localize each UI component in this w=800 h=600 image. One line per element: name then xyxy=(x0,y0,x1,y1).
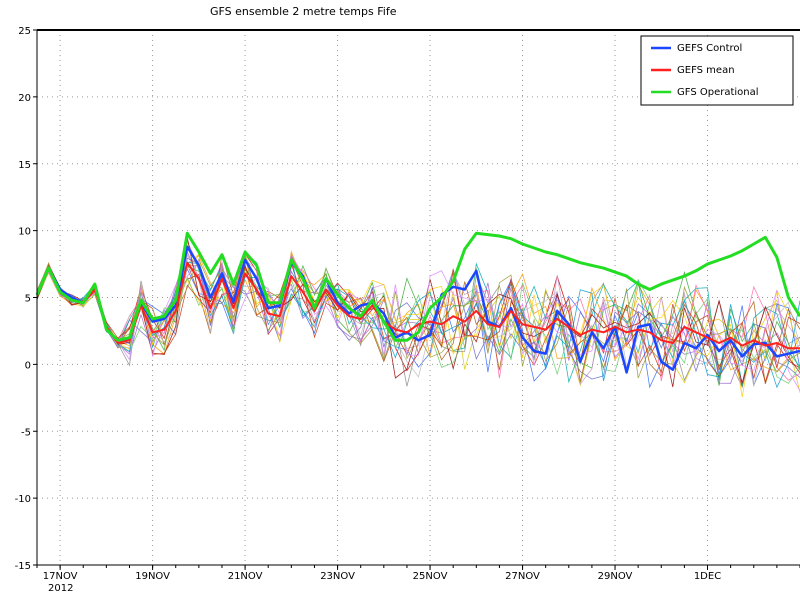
ensemble-member-line xyxy=(36,262,800,387)
y-tick-label: 10 xyxy=(18,227,31,238)
x-tick-label: 19NOV xyxy=(135,571,170,582)
x-tick-label: 17NOV xyxy=(43,571,78,582)
x-tick-label: 23NOV xyxy=(320,571,355,582)
y-tick-label: -5 xyxy=(21,427,31,438)
x-tick-label: 27NOV xyxy=(505,571,540,582)
y-tick-label: 25 xyxy=(18,26,31,37)
x-tick-label: 1DEC xyxy=(694,571,721,582)
ensemble-member-line xyxy=(36,255,800,389)
y-tick-label: 5 xyxy=(25,294,31,305)
chart-title: GFS ensemble 2 metre temps Fife xyxy=(210,5,397,18)
y-tick-label: -15 xyxy=(15,561,31,572)
ensemble-member-line xyxy=(36,264,800,386)
series-lines xyxy=(35,231,800,374)
gefs-mean-line xyxy=(36,261,800,350)
y-tick-label: 20 xyxy=(18,93,31,104)
x-year-label: 2012 xyxy=(48,583,73,594)
y-ticks: -15 -10 -5 0 5 10 15 20 25 xyxy=(15,26,37,572)
legend-label: GEFS Control xyxy=(677,43,742,54)
legend-label: GEFS mean xyxy=(677,65,735,76)
x-tick-label: 25NOV xyxy=(413,571,448,582)
y-tick-label: -10 xyxy=(15,494,31,505)
x-tick-label: 21NOV xyxy=(228,571,263,582)
ensemble-member-line xyxy=(36,253,800,384)
legend: GEFS Control GEFS mean GFS Operational xyxy=(640,35,794,106)
x-ticks: 17NOV 19NOV 21NOV 23NOV 25NOV 27NOV 29NOV 1DEC xyxy=(36,565,800,582)
gefs-control-line xyxy=(35,245,800,374)
ensemble-member-line xyxy=(36,253,800,383)
ensemble-member-line xyxy=(36,239,800,386)
y-tick-label: 0 xyxy=(25,360,31,371)
gfs-operational-line xyxy=(35,231,800,342)
legend-label: GFS Operational xyxy=(677,87,759,98)
ensemble-member-line xyxy=(36,252,800,398)
y-tick-label: 15 xyxy=(18,160,31,171)
x-tick-label: 29NOV xyxy=(598,571,633,582)
